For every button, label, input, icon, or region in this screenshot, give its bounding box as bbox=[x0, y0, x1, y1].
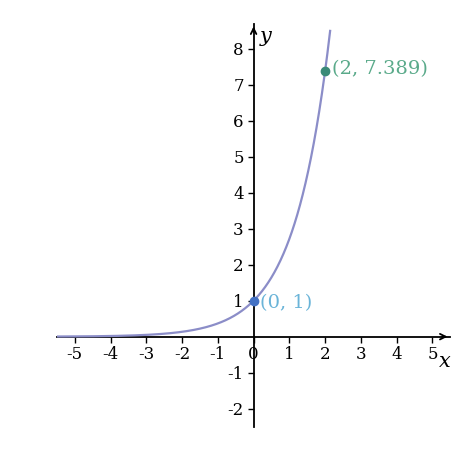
Text: y: y bbox=[260, 27, 272, 46]
Text: (2, 7.389): (2, 7.389) bbox=[332, 60, 428, 78]
Text: (0, 1): (0, 1) bbox=[260, 294, 312, 312]
Text: x: x bbox=[439, 352, 451, 371]
